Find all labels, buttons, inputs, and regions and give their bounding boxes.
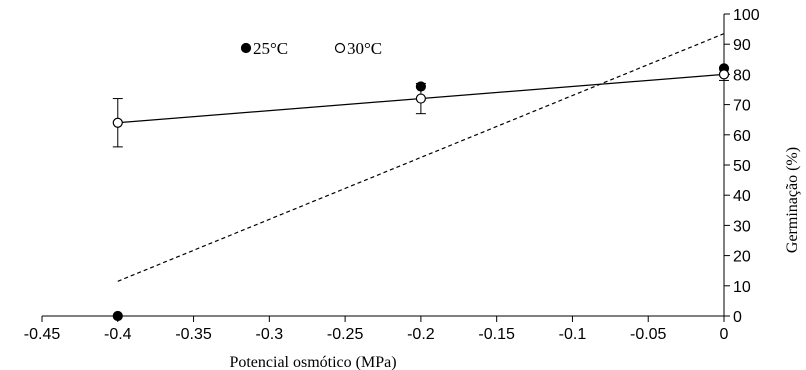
y-tick-label: 60	[733, 128, 751, 145]
legend-marker-series-2	[334, 42, 346, 54]
legend-marker-series-1	[240, 42, 252, 54]
y-tick-label: 100	[733, 7, 760, 24]
y-tick-label: 70	[733, 98, 751, 115]
x-tick-label: -0.05	[630, 326, 667, 343]
x-tick-label: -0.45	[24, 326, 61, 343]
y-tick-label: 50	[733, 158, 751, 175]
y-tick-label: 90	[733, 37, 751, 54]
legend: 25°C 30°C	[240, 39, 382, 58]
data-point-series-2	[718, 69, 730, 80]
error-bars	[112, 67, 729, 148]
data-point-series-1	[415, 81, 426, 92]
y-tick-label: 30	[733, 218, 751, 235]
data-point-series-1	[112, 310, 123, 322]
y-tick-label: 20	[733, 249, 751, 266]
data-point-series-2	[112, 117, 123, 128]
legend-label-series-2: 30°C	[347, 39, 382, 58]
axes: -0.45 -0.4 -0.35 -0.3 -0.25 -0.2 -0.15 -0.1 -0.0…	[24, 7, 801, 370]
x-tick-label: 0	[720, 326, 729, 343]
data-point-series-2	[415, 93, 426, 104]
x-tick-label: -0.25	[327, 326, 364, 343]
x-tick-label: -0.15	[478, 326, 515, 343]
x-tick-label: -0.4	[104, 326, 132, 343]
legend-label-series-1: 25°C	[253, 39, 288, 58]
y-tick-label: 0	[733, 309, 742, 326]
trendline-series-1	[117, 33, 725, 282]
x-tick-label: -0.35	[175, 326, 212, 343]
trendlines	[117, 33, 725, 282]
x-tick-label: -0.1	[559, 326, 587, 343]
x-tick-label: -0.2	[407, 326, 435, 343]
y-tick-label: 80	[733, 67, 751, 84]
y-tick-label: 10	[733, 279, 751, 296]
y-tick-label: 40	[733, 188, 751, 205]
x-tick-label: -0.3	[256, 326, 284, 343]
x-axis-title: Potencial osmótico (MPa)	[229, 354, 396, 370]
y-axis-title: Germinação (%)	[784, 147, 801, 253]
data-points	[112, 63, 730, 322]
